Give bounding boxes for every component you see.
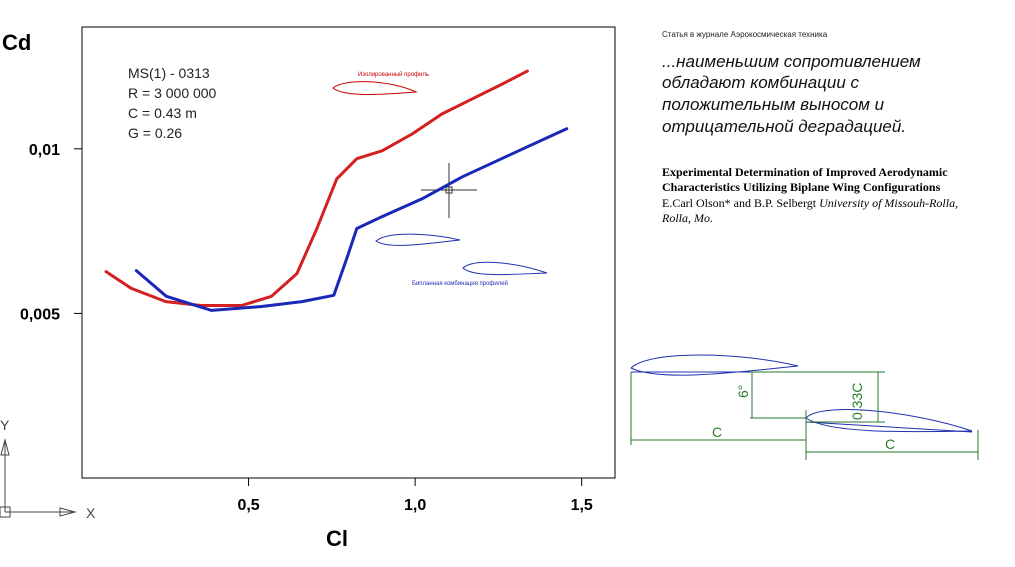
dimension-label: C	[712, 424, 722, 440]
series-label: Изолированный профиль	[358, 71, 429, 78]
x-axis-title: Cl	[326, 526, 348, 551]
series-label: Бипланная комбинация профилей	[412, 280, 508, 287]
ucs-label: X	[86, 505, 96, 521]
affiliation: University of Missouh-Rolla,	[819, 196, 958, 210]
affiliation: Rolla, Mo.	[661, 211, 713, 225]
quote-line: положительным выносом и	[662, 95, 885, 114]
annotation: C = 0.43 m	[128, 105, 197, 121]
annotation: MS(1) - 0313	[128, 65, 210, 81]
quote-line: обладают комбинации с	[662, 73, 860, 92]
y-tick-label: 0,01	[29, 142, 60, 159]
cursor	[421, 163, 477, 218]
ucs-icon	[0, 438, 77, 518]
quote-line: отрицательной деградацией.	[662, 117, 906, 136]
series-line	[134, 127, 569, 312]
airfoil-icon	[332, 81, 418, 95]
paper-title: Characteristics Utilizing Biplane Wing C…	[662, 180, 941, 194]
annotation: G = 0.26	[128, 125, 182, 141]
series-line	[104, 69, 529, 307]
ucs-label: Y	[0, 417, 10, 433]
quote-line: ...наименьшим сопротивлением	[662, 52, 921, 71]
plot-frame	[81, 26, 616, 479]
source: Статья в журнале Аэрокосмическая техника	[662, 30, 828, 39]
x-tick-label: 1,5	[571, 497, 593, 514]
y-tick-label: 0,005	[20, 306, 60, 323]
authors: E.Carl Olson* and B.P. Selbergt Universi…	[662, 196, 958, 210]
dimension-label: 6°	[735, 385, 751, 398]
authors: E.Carl Olson* and B.P. Selbergt	[662, 196, 817, 210]
y-axis-title: Cd	[2, 30, 31, 55]
quote: ...наименьшим сопротивлением обладают ко…	[662, 52, 921, 136]
paper-title: Experimental Determination of Improved A…	[662, 165, 948, 179]
x-tick-label: 0,5	[237, 497, 259, 514]
airfoil-icon	[462, 261, 548, 276]
dimension-label: 0.33C	[849, 383, 865, 420]
x-tick-label: 1,0	[404, 497, 426, 514]
biplane-diagram	[630, 354, 979, 460]
dimension-label: C	[885, 436, 895, 452]
annotation: R = 3 000 000	[128, 85, 217, 101]
airfoil-icon	[375, 233, 461, 246]
